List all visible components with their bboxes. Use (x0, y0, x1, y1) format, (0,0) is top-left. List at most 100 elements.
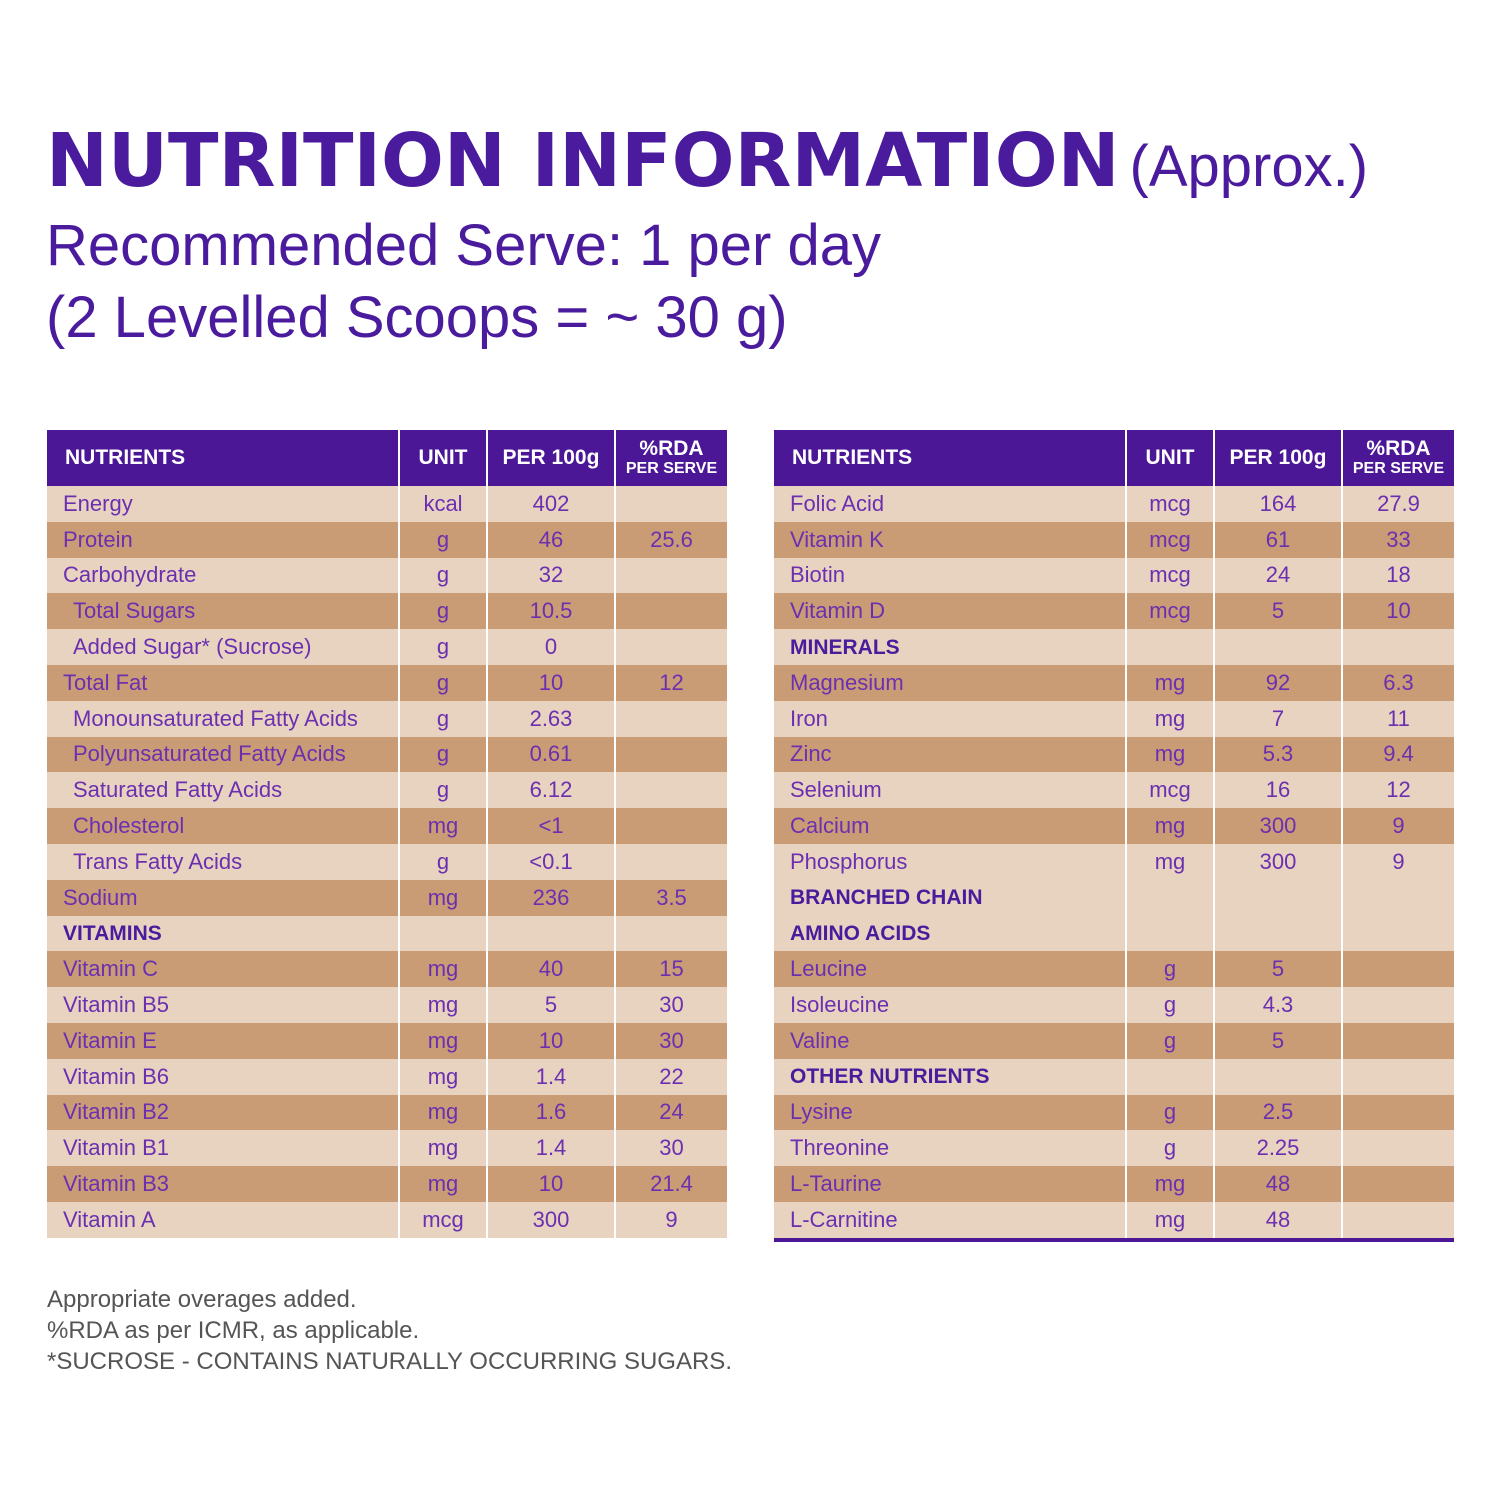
nutrient-name: Isoleucine (774, 987, 1127, 1023)
nutrient-name: Vitamin E (47, 1022, 400, 1059)
per100-cell: 236 (487, 879, 616, 916)
nutrition-table-right: NUTRIENTS UNIT PER 100g %RDA PER SERVE F… (774, 430, 1454, 1242)
rda-cell (615, 843, 727, 880)
section-row: OTHER NUTRIENTS (774, 1058, 1454, 1095)
per100-cell: 24 (1214, 557, 1343, 594)
per100-cell (1214, 879, 1343, 916)
unit-cell: mg (1126, 1201, 1215, 1240)
table-row: Iron mg 7 11 (774, 700, 1454, 737)
header-unit: UNIT (399, 430, 488, 486)
per100-cell: 5.3 (1214, 736, 1343, 773)
unit-cell: mg (1126, 664, 1215, 701)
header-rda-top: %RDA (639, 437, 704, 460)
unit-cell (1126, 879, 1215, 916)
nutrient-name: Energy (47, 486, 400, 522)
table-row: Folic Acid mcg 164 27.9 (774, 486, 1454, 522)
per100-cell: 2.25 (1214, 1130, 1343, 1167)
nutrient-name: L-Carnitine (774, 1201, 1127, 1240)
table-row: Phosphorus mg 300 9 (774, 843, 1454, 880)
nutrient-name: Added Sugar* (Sucrose) (47, 629, 400, 665)
per100-cell: 1.6 (487, 1094, 616, 1131)
nutrient-name: VITAMINS (47, 915, 400, 952)
rda-cell: 3.5 (615, 879, 727, 916)
unit-cell: mg (399, 1130, 488, 1167)
nutrient-name: Threonine (774, 1130, 1127, 1167)
nutrient-name: Vitamin B2 (47, 1094, 400, 1131)
nutrient-name: Selenium (774, 772, 1127, 809)
rda-cell (1342, 987, 1454, 1023)
rda-cell: 27.9 (1342, 486, 1454, 522)
nutrient-name: Monounsaturated Fatty Acids (47, 700, 400, 737)
rda-cell: 10 (1342, 593, 1454, 630)
header-unit: UNIT (1126, 430, 1215, 486)
rda-cell (615, 593, 727, 630)
rda-cell (1342, 1022, 1454, 1059)
table-row: Monounsaturated Fatty Acids g 2.63 (47, 700, 727, 737)
footnote: *SUCROSE - CONTAINS NATURALLY OCCURRING … (47, 1348, 732, 1375)
rda-cell (1342, 629, 1454, 665)
table-row: Trans Fatty Acids g <0.1 (47, 843, 727, 880)
nutrient-name: MINERALS (774, 629, 1127, 665)
table-row: Carbohydrate g 32 (47, 557, 727, 594)
nutrient-name: Vitamin D (774, 593, 1127, 630)
rda-cell: 18 (1342, 557, 1454, 594)
table-row: Polyunsaturated Fatty Acids g 0.61 (47, 736, 727, 773)
per100-cell: 5 (487, 987, 616, 1023)
unit-cell (399, 915, 488, 952)
rda-cell: 22 (615, 1058, 727, 1095)
table-row: Vitamin B5 mg 5 30 (47, 987, 727, 1023)
rda-cell: 24 (615, 1094, 727, 1131)
nutrient-name: BRANCHED CHAIN (774, 879, 1127, 916)
table-row: Energy kcal 402 (47, 486, 727, 522)
nutrient-name: Total Fat (47, 664, 400, 701)
nutrient-name: Saturated Fatty Acids (47, 772, 400, 809)
unit-cell: g (1126, 1022, 1215, 1059)
header-per100: PER 100g (1214, 430, 1343, 486)
rda-cell: 11 (1342, 700, 1454, 737)
footnotes: Appropriate overages added. %RDA as per … (47, 1284, 732, 1377)
table-row: Added Sugar* (Sucrose) g 0 (47, 629, 727, 665)
rda-cell (615, 700, 727, 737)
table-row: Protein g 46 25.6 (47, 521, 727, 558)
per100-cell (1214, 1058, 1343, 1095)
rda-cell: 9 (1342, 843, 1454, 880)
nutrient-name: Iron (774, 700, 1127, 737)
nutrient-name: Vitamin A (47, 1201, 400, 1238)
rda-cell: 6.3 (1342, 664, 1454, 701)
section-row: AMINO ACIDS (774, 915, 1454, 952)
rda-cell (615, 808, 727, 844)
table-row: Zinc mg 5.3 9.4 (774, 736, 1454, 773)
table-row: Total Sugars g 10.5 (47, 593, 727, 630)
table-row: Vitamin B6 mg 1.4 22 (47, 1058, 727, 1095)
per100-cell: 2.63 (487, 700, 616, 737)
rda-cell (1342, 1130, 1454, 1167)
section-row: MINERALS (774, 629, 1454, 665)
unit-cell: mg (1126, 808, 1215, 844)
table-row: Cholesterol mg <1 (47, 808, 727, 844)
unit-cell: mg (399, 1094, 488, 1131)
unit-cell: g (399, 843, 488, 880)
footnote: Appropriate overages added. (47, 1286, 357, 1313)
per100-cell: 16 (1214, 772, 1343, 809)
table-row: Biotin mcg 24 18 (774, 557, 1454, 594)
table-row: Vitamin B2 mg 1.6 24 (47, 1094, 727, 1131)
rda-cell: 33 (1342, 521, 1454, 558)
nutrient-name: Vitamin K (774, 521, 1127, 558)
unit-cell: g (399, 664, 488, 701)
unit-cell: g (1126, 951, 1215, 988)
nutrient-name: Vitamin B1 (47, 1130, 400, 1167)
per100-cell: 0.61 (487, 736, 616, 773)
rda-cell: 12 (1342, 772, 1454, 809)
unit-cell: g (1126, 1094, 1215, 1131)
footnote: %RDA as per ICMR, as applicable. (47, 1317, 420, 1344)
rda-cell (1342, 1058, 1454, 1095)
unit-cell: mcg (1126, 486, 1215, 522)
per100-cell: 0 (487, 629, 616, 665)
nutrient-name: L-Taurine (774, 1166, 1127, 1202)
per100-cell (1214, 629, 1343, 665)
nutrient-name: Valine (774, 1022, 1127, 1059)
